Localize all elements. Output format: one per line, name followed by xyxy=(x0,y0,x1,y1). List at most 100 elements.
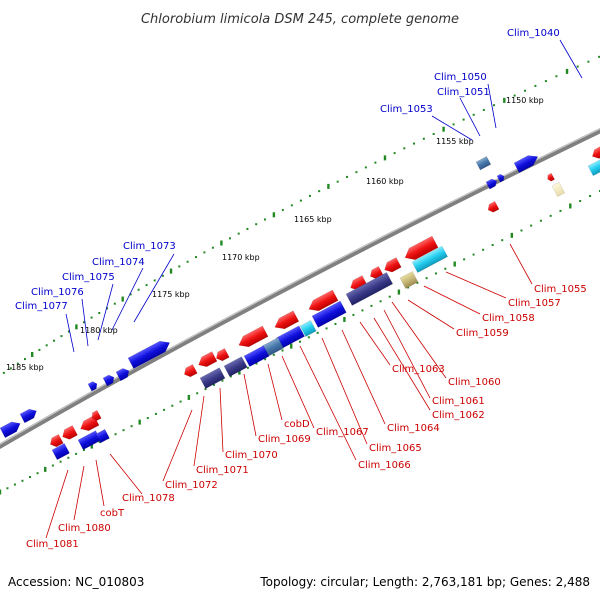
tick-track-inner-mark xyxy=(130,425,133,428)
tick-track-inner-mark xyxy=(299,340,302,343)
tick-track-outer-mark xyxy=(523,89,526,92)
gene-feature-box xyxy=(399,271,419,289)
reverse-gene-arrow xyxy=(50,434,64,448)
tick-track-outer-mark xyxy=(598,55,600,58)
gene-label-bottom: Clim_1064 xyxy=(387,423,440,434)
leader-line xyxy=(509,243,533,285)
tick-track-outer-mark xyxy=(82,321,85,324)
forward-gene-arrow xyxy=(19,408,37,424)
leader-line xyxy=(391,301,447,379)
gene-label-bottom: Clim_1071 xyxy=(196,465,249,476)
rna-feature-box xyxy=(199,367,226,389)
forward-gene-arrow xyxy=(485,178,498,190)
tick-track-inner-mark xyxy=(425,277,428,280)
forward-gene-arrow xyxy=(115,368,130,382)
tick-track-inner-mark xyxy=(114,433,117,436)
rna-feature-box xyxy=(223,356,248,377)
tick-label: 1175 kbp xyxy=(152,290,190,299)
tick-label: 1150 kbp xyxy=(506,96,544,105)
leader-line xyxy=(359,321,391,366)
gene-label-bottom: Clim_1067 xyxy=(316,427,369,438)
tick-track-inner-mark xyxy=(187,394,191,400)
reverse-gene-arrow xyxy=(404,235,439,260)
gene-feature-box xyxy=(551,181,566,197)
tick-track-inner-mark xyxy=(36,472,39,475)
tick-track-outer-mark xyxy=(364,166,367,169)
tick-track-inner-mark xyxy=(6,487,9,490)
gene-features xyxy=(0,145,600,461)
tick-track-inner-mark xyxy=(453,261,456,267)
tick-track-outer-mark xyxy=(336,180,339,183)
tick-track-outer-mark xyxy=(203,251,206,254)
gene-label-top: Clim_1040 xyxy=(507,28,560,39)
tick-label: 1185 kbp xyxy=(6,363,44,372)
tick-track-inner-mark xyxy=(51,464,54,467)
leader-line xyxy=(45,469,69,539)
tick-track-outer-mark xyxy=(413,142,416,145)
reverse-gene-arrow xyxy=(62,425,78,440)
map-title: Chlorobium limicola DSM 245, complete ge… xyxy=(141,12,459,27)
tick-track-inner-mark xyxy=(510,232,514,238)
gene-feature-box xyxy=(587,159,600,177)
gene-feature-box xyxy=(475,156,492,171)
tick-track-outer-mark xyxy=(106,307,109,310)
tick-track-inner-mark xyxy=(307,336,310,339)
genome-summary: Topology: circular; Length: 2,763,181 bp… xyxy=(259,575,590,589)
tick-track-outer-mark xyxy=(299,199,302,202)
tick-track-outer-mark xyxy=(53,339,56,342)
tick-track-outer-mark xyxy=(472,113,475,116)
tick-track-inner-mark xyxy=(204,388,207,391)
tick-track-inner-mark xyxy=(530,224,533,227)
gene-label-bottom: Clim_1063 xyxy=(392,364,445,375)
tick-track-inner-mark xyxy=(171,404,174,407)
tick-track-outer-mark xyxy=(544,80,547,83)
tick-track-outer-mark xyxy=(355,171,358,174)
tick-track-inner-mark xyxy=(444,267,447,270)
tick-labels: 1150 kbp 1155 kbp 1160 kbp 1165 kbp 1170 kbp… xyxy=(6,96,544,372)
leader-line xyxy=(193,395,205,467)
gene-label-bottom: Clim_1058 xyxy=(482,313,535,324)
leader-line xyxy=(95,459,105,507)
tick-track-inner-mark xyxy=(352,313,355,316)
tick-track-inner-mark xyxy=(472,253,475,256)
backbone-highlight xyxy=(0,128,600,445)
rna-feature-box xyxy=(345,272,394,306)
leader-line xyxy=(109,453,143,495)
tick-track-outer-mark xyxy=(220,240,223,246)
gene-label-top: Clim_1073 xyxy=(123,241,176,252)
tick-track-inner-mark xyxy=(325,327,328,330)
tick-track-outer-mark xyxy=(482,108,485,111)
leader-line xyxy=(321,337,368,445)
leader-line xyxy=(97,283,114,341)
leader-line xyxy=(219,387,224,453)
tick-track-inner-mark xyxy=(343,316,346,322)
tick-track-inner-mark xyxy=(589,195,592,198)
backbone-arc xyxy=(0,128,600,450)
tick-label: 1180 kbp xyxy=(80,326,118,335)
forward-gene-arrow xyxy=(51,443,70,461)
tick-track-outer-mark xyxy=(45,344,48,347)
reverse-gene-arrow xyxy=(592,145,600,159)
tick-track-inner-mark xyxy=(388,295,391,298)
gene-labels: Clim_1040 Clim_1050 Clim_1051 Clim_1053 Clim… xyxy=(15,28,587,550)
tick-track-inner-mark xyxy=(229,375,232,378)
gene-label-bottom: Clim_1080 xyxy=(58,523,111,534)
gene-label-bottom: Clim_1078 xyxy=(122,493,175,504)
reverse-gene-arrow xyxy=(547,172,555,182)
tick-track-outer-mark xyxy=(90,316,93,319)
tick-track-inner-mark xyxy=(539,219,542,222)
tick-track-outer-mark xyxy=(9,367,12,370)
gene-label-bottom: Clim_1060 xyxy=(448,377,501,388)
tick-track-outer-mark xyxy=(327,183,330,189)
tick-track-inner-mark xyxy=(361,309,364,312)
tick-track-inner-mark xyxy=(482,248,485,251)
tick-track-outer-mark xyxy=(452,123,455,126)
tick-track-inner-mark xyxy=(370,304,373,307)
tick-track-outer-mark xyxy=(16,362,19,365)
tick-track-outer-mark xyxy=(113,302,116,305)
tick-track-inner-mark xyxy=(67,456,70,459)
reverse-gene-arrow xyxy=(308,289,339,312)
tick-track-inner-mark xyxy=(90,443,93,449)
tick-track-outer-mark xyxy=(272,212,276,218)
